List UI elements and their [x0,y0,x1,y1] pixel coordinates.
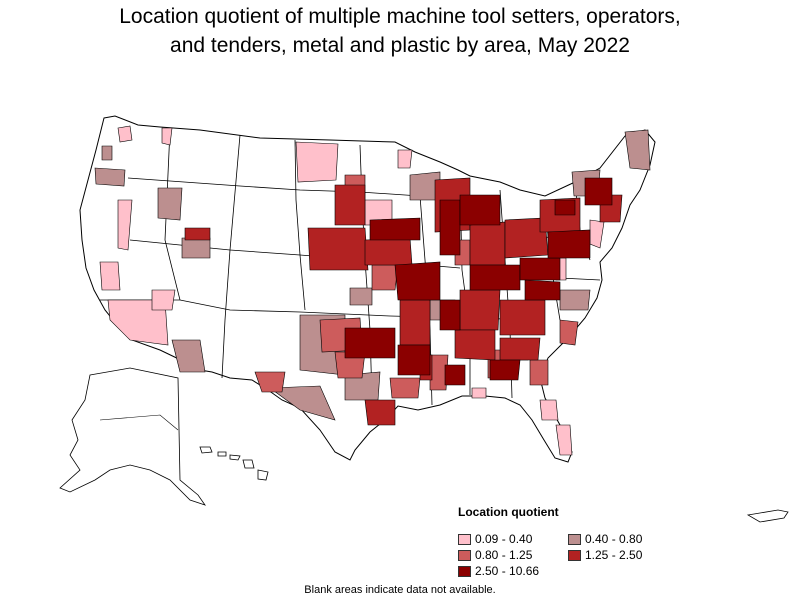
alaska-outline [59,367,207,506]
map-region [397,149,413,169]
map-region [547,229,591,259]
map-region [624,129,651,171]
map-region [454,329,496,361]
legend-item: 0.80 - 1.25 [458,548,568,562]
legend-label: 1.25 - 2.50 [585,548,643,562]
map-region [184,227,211,241]
map-region [439,199,461,256]
map-region [389,377,421,399]
map-region [394,261,441,301]
alaska-region-line [99,414,179,431]
map-region [555,424,573,456]
map-region [307,227,369,271]
map-region [444,364,466,386]
map-region [295,141,339,183]
map-region [364,399,396,426]
legend-item: 0.09 - 0.40 [458,532,568,546]
map-region [171,339,206,373]
legend-item: 1.25 - 2.50 [568,548,678,562]
map-region [439,299,461,331]
map-regions-0-09-0-40 [99,125,605,456]
legend-label: 2.50 - 10.66 [475,564,540,578]
map-title: Location quotient of multiple machine to… [0,2,800,60]
map-title-line-2: and tenders, metal and plastic by area, … [170,34,630,57]
map-region [334,184,366,226]
legend-item: 0.40 - 0.80 [568,532,678,546]
map-region [539,399,559,421]
map-region [499,299,546,336]
legend: Location quotient 0.09 - 0.40 0.40 - 0.8… [458,505,698,578]
map-region [397,344,431,376]
legend-swatch [458,565,471,577]
legend-swatch [568,533,581,545]
hawaii-islands [199,446,269,481]
legend-label: 0.40 - 0.80 [585,532,643,546]
map-regions-1-25-2-50 [184,177,623,426]
legend-swatch [458,549,471,561]
map-region [344,327,396,359]
map-region [349,287,373,306]
map-region [524,279,561,301]
legend-swatch [568,549,581,561]
map-region [369,217,421,241]
map-region [469,221,506,266]
map-region [471,387,487,399]
map-regions-2-50-10-66 [344,177,613,386]
map-region [117,125,133,143]
map-region [554,199,576,216]
legend-title: Location quotient [458,505,559,519]
legend-items: 0.09 - 0.40 0.40 - 0.80 0.80 - 1.25 1.25… [458,532,698,578]
map-region [269,385,336,421]
legend-item: 2.50 - 10.66 [458,564,568,578]
map-region [151,289,176,311]
map-region [99,261,121,291]
map-region [459,289,501,331]
map-region [399,299,431,346]
map-region [254,371,286,393]
map-region [101,145,113,161]
map-region [371,264,399,291]
map-region [559,319,579,346]
map-region [364,237,413,266]
footnote: Blank areas indicate data not available. [304,584,496,596]
legend-swatch [458,533,471,545]
map-region [181,237,211,259]
map-region [559,289,591,311]
legend-label: 0.09 - 0.40 [475,532,533,546]
puerto-rico-outline [746,509,789,523]
map-region [584,177,613,206]
map-region [489,359,521,381]
map-region [459,194,501,226]
map-region [519,257,561,281]
map-region [469,264,521,291]
map-region [499,337,541,361]
legend-label: 0.80 - 1.25 [475,548,533,562]
map-region [161,127,173,146]
map-title-line-1: Location quotient of multiple machine to… [119,5,681,28]
map-region [529,359,549,386]
map-region [117,199,133,251]
map-region [157,187,183,221]
map-region [94,167,126,187]
